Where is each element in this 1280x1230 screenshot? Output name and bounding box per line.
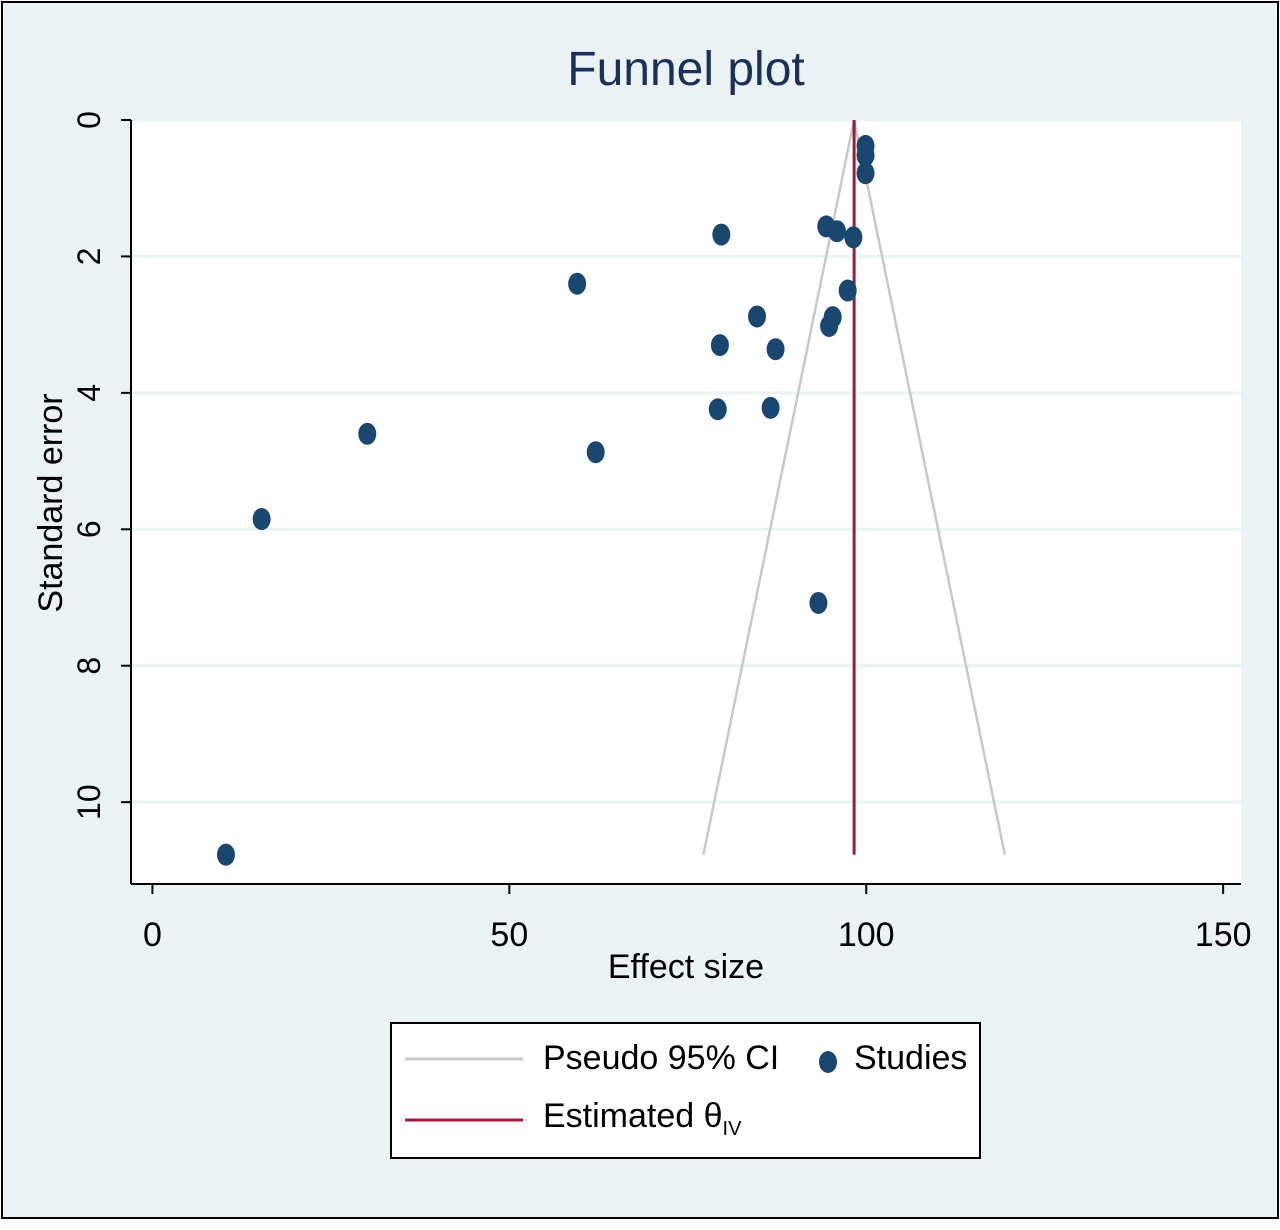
y-axis-label: Standard error — [32, 393, 70, 612]
legend-studies-label: Studies — [854, 1039, 967, 1077]
y-tick-label-8: 8 — [71, 657, 107, 675]
study-point-10 — [748, 305, 767, 328]
x-tick-label-0: 0 — [143, 916, 162, 954]
study-point-8 — [568, 272, 587, 295]
study-point-14 — [766, 338, 785, 361]
study-point-6 — [827, 220, 846, 243]
x-axis-ticks: 0 50 100 150 — [143, 884, 1252, 954]
study-point-13 — [710, 334, 729, 357]
y-axis-ticks: 0 2 4 6 8 10 — [71, 111, 131, 820]
study-point-2 — [856, 144, 875, 167]
x-tick-label-150: 150 — [1195, 916, 1252, 954]
x-axis-label: Effect size — [608, 948, 764, 986]
y-tick-label-2: 2 — [71, 248, 107, 266]
study-point-21 — [216, 843, 235, 866]
legend-estimate-subscript: IV — [723, 1118, 743, 1140]
plot-area — [131, 120, 1241, 884]
x-tick-label-100: 100 — [838, 916, 895, 954]
study-point-15 — [708, 398, 727, 421]
study-point-3 — [856, 162, 875, 185]
y-tick-label-10: 10 — [71, 784, 107, 820]
legend: Pseudo 95% CI Studies Estimated θIV — [390, 1022, 981, 1159]
legend-estimate-label: Estimated θIV — [543, 1097, 742, 1140]
y-tick-label-6: 6 — [71, 520, 107, 538]
legend-studies-marker — [819, 1051, 837, 1073]
study-points — [216, 134, 875, 866]
pseudo-ci-lines — [702, 119, 1007, 855]
study-point-16 — [761, 396, 780, 419]
study-point-18 — [586, 441, 605, 464]
study-point-19 — [252, 508, 271, 531]
study-point-12 — [820, 315, 839, 338]
ci-upper-line — [852, 119, 1007, 855]
study-point-7 — [844, 226, 863, 249]
study-point-4 — [712, 223, 731, 246]
ci-lower-line — [702, 119, 856, 855]
y-tick-label-0: 0 — [71, 111, 107, 129]
legend-box — [390, 1022, 981, 1159]
legend-ci-label: Pseudo 95% CI — [543, 1039, 779, 1077]
legend-estimate-text: Estimated θ — [543, 1097, 723, 1135]
chart-title: Funnel plot — [567, 43, 805, 96]
study-point-9 — [838, 279, 857, 302]
x-tick-label-50: 50 — [490, 916, 528, 954]
study-point-20 — [809, 591, 828, 614]
gridlines — [131, 118, 1241, 804]
study-point-17 — [358, 422, 377, 445]
y-tick-label-4: 4 — [71, 384, 107, 402]
